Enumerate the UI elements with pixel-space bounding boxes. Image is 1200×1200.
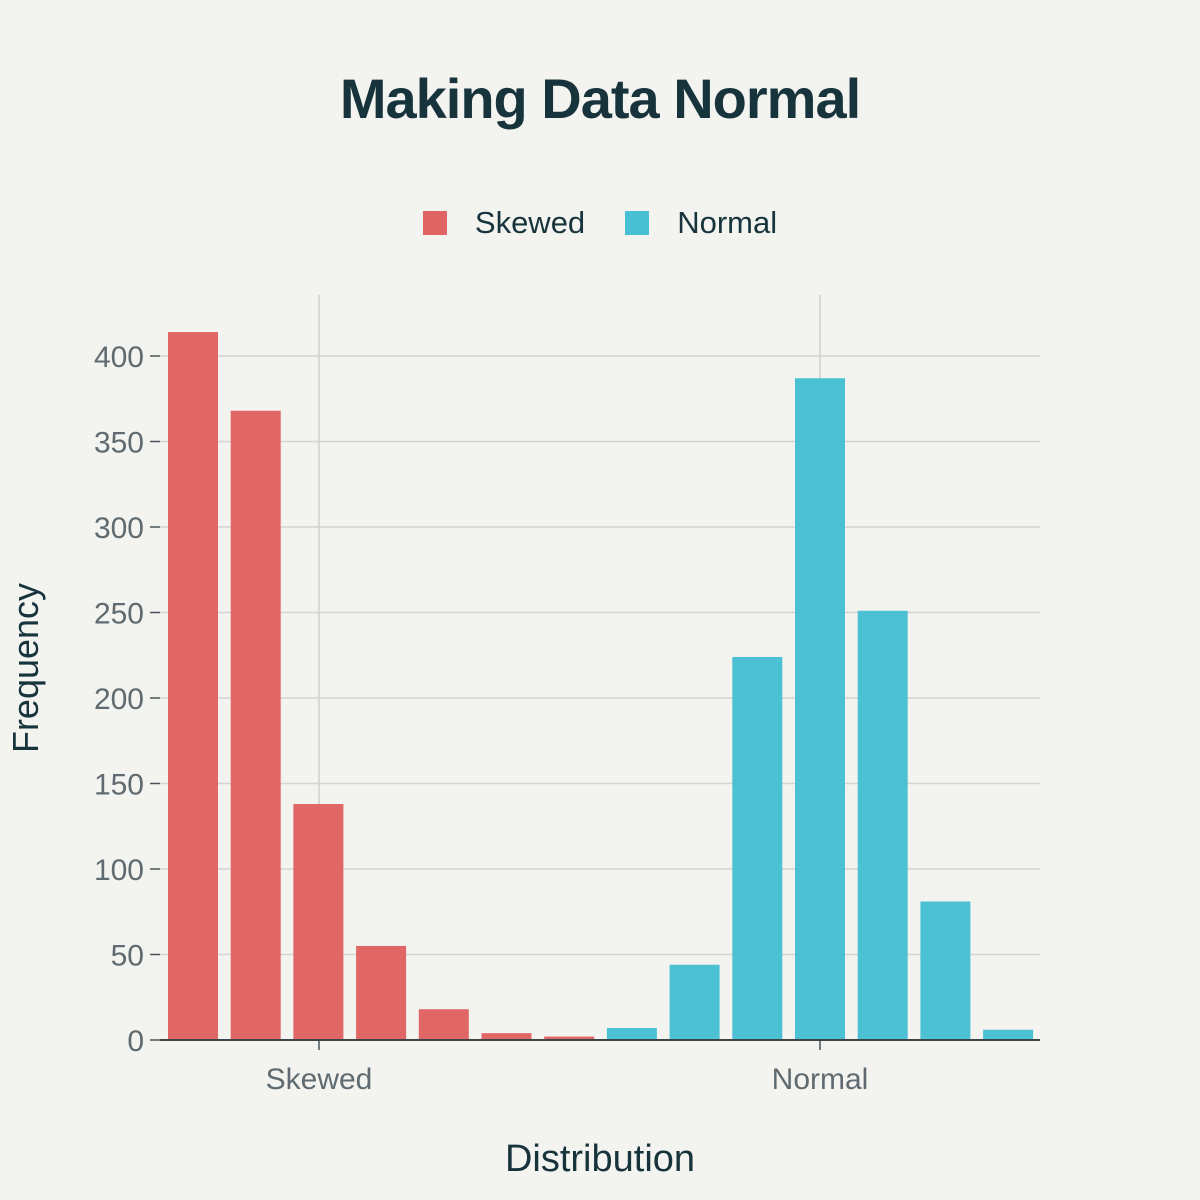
legend: Skewed Normal <box>0 205 1200 241</box>
bar-skewed-3 <box>356 945 407 1040</box>
legend-swatch-normal <box>625 211 650 235</box>
bar-skewed-4 <box>418 1009 469 1040</box>
y-tick-label-250: 250 <box>94 598 144 631</box>
legend-item-normal[interactable]: Normal <box>625 205 777 241</box>
bar-normal-4 <box>857 610 908 1040</box>
legend-item-skewed[interactable]: Skewed <box>422 205 586 241</box>
y-axis-title: Frequency <box>5 582 46 754</box>
bar-normal-0 <box>606 1028 657 1040</box>
y-tick-label-150: 150 <box>94 769 144 802</box>
x-tick-label-skewed: Skewed <box>266 1063 373 1096</box>
bar-normal-1 <box>669 964 720 1040</box>
bar-skewed-0 <box>168 332 218 1040</box>
bar-skewed-6 <box>544 1036 595 1040</box>
x-tick-label-normal: Normal <box>772 1063 869 1096</box>
bar-normal-6 <box>983 1029 1034 1040</box>
legend-label-skewed: Skewed <box>474 205 586 240</box>
y-tick-label-0: 0 <box>127 1025 144 1058</box>
y-tick-label-200: 200 <box>94 683 144 716</box>
bar-skewed-2 <box>293 804 344 1040</box>
legend-swatch-skewed <box>422 211 447 235</box>
y-tick-label-100: 100 <box>94 854 144 887</box>
bar-normal-2 <box>732 656 783 1040</box>
bar-skewed-5 <box>481 1033 532 1040</box>
x-axis-title: Distribution <box>504 1138 696 1180</box>
y-tick-label-300: 300 <box>94 512 144 545</box>
legend-label-normal: Normal <box>677 205 778 240</box>
y-tick-label-400: 400 <box>94 341 144 374</box>
y-tick-label-50: 50 <box>111 940 144 973</box>
chart-title: Making Data Normal <box>339 67 861 130</box>
y-tick-label-350: 350 <box>94 427 144 460</box>
bar-normal-3 <box>795 378 845 1041</box>
bar-normal-5 <box>920 901 971 1040</box>
bar-skewed-1 <box>230 410 281 1041</box>
